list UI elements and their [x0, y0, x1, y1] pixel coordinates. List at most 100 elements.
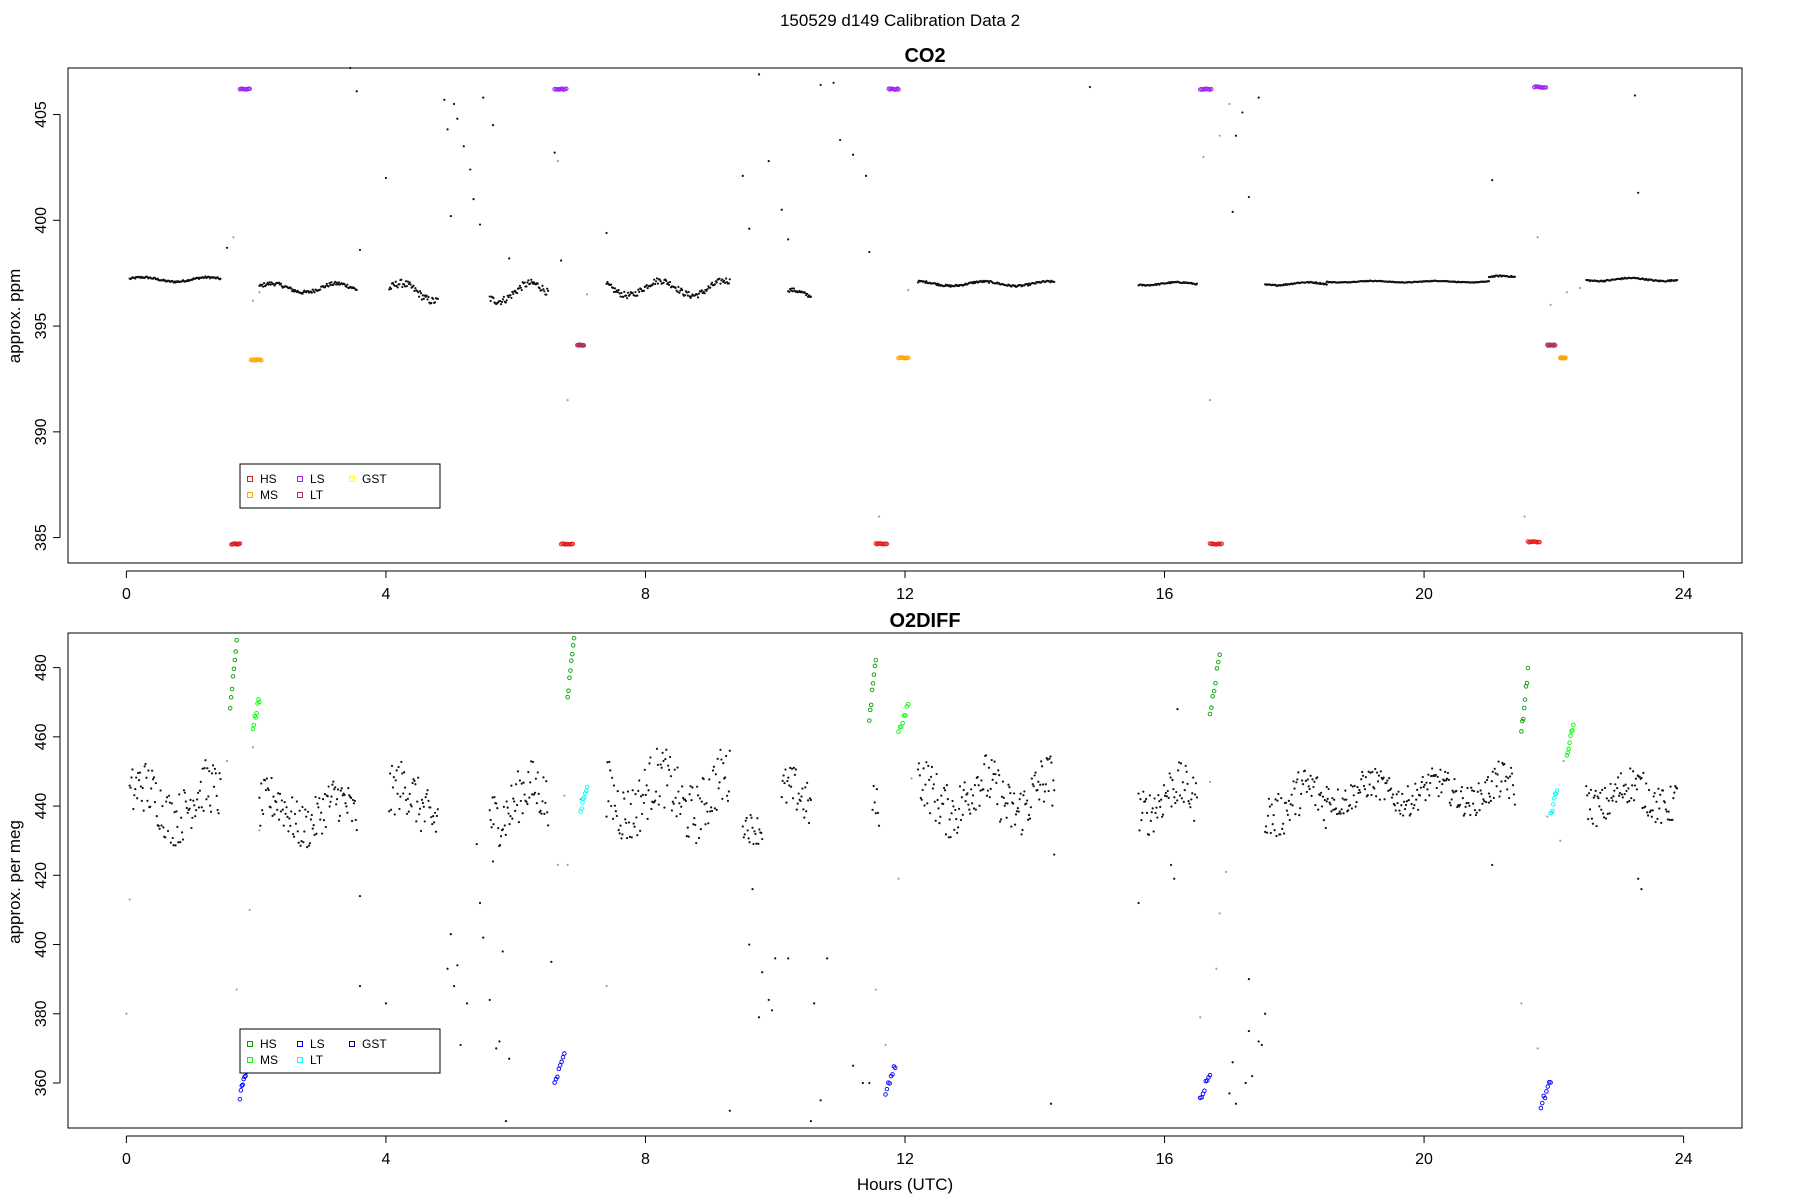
data-point: [189, 798, 192, 801]
data-point: [806, 781, 809, 784]
data-point: [1269, 831, 1272, 835]
data-point: [1323, 798, 1326, 802]
data-point: [285, 806, 288, 809]
data-point: [874, 812, 877, 815]
data-point: [208, 770, 211, 773]
data-point: [337, 819, 341, 822]
x-axis: 0 4 8 12 16 20 24: [122, 570, 1693, 603]
data-point: [544, 801, 547, 804]
calibration-point-hs: [566, 688, 571, 693]
legend-label-lt: LT: [310, 488, 324, 502]
data-point: [620, 291, 623, 295]
data-point: [719, 748, 722, 751]
data-point: [301, 805, 304, 809]
data-point: [400, 760, 403, 764]
data-point: [1489, 799, 1492, 802]
data-point: [310, 813, 313, 817]
outlier-point: [1260, 1043, 1263, 1047]
data-point: [962, 788, 965, 792]
calibration-point-ls: [560, 1054, 566, 1060]
calibration-point-lt: [582, 795, 587, 800]
data-point: [1658, 807, 1661, 810]
data-point: [1402, 814, 1405, 817]
data-point: [795, 808, 798, 811]
data-point: [1041, 783, 1045, 786]
data-point: [713, 807, 716, 810]
data-point: [329, 800, 332, 803]
data-point: [350, 819, 354, 823]
data-point: [266, 281, 269, 284]
data-point: [1325, 283, 1328, 286]
data-point: [714, 773, 717, 776]
data-point: [159, 789, 162, 792]
data-point: [394, 280, 397, 283]
data-point: [296, 830, 299, 833]
calibration-point-ls: [884, 1086, 890, 1092]
data-point: [752, 842, 755, 846]
data-point: [1140, 818, 1143, 822]
data-point: [1388, 777, 1391, 780]
data-point: [1646, 811, 1649, 814]
calibration-point-hs: [1214, 666, 1220, 671]
outlier-point: [851, 153, 855, 156]
transition-point: [1218, 134, 1221, 137]
data-point: [315, 832, 318, 835]
data-point: [1497, 760, 1500, 763]
outlier-point: [819, 83, 822, 87]
data-point: [806, 799, 810, 802]
data-point: [1185, 770, 1188, 773]
data-point: [1479, 789, 1482, 792]
data-point: [790, 287, 794, 290]
calibration-point-lt: [579, 806, 584, 811]
data-point: [654, 790, 658, 793]
data-point: [963, 781, 966, 784]
data-point: [950, 812, 953, 815]
data-point: [938, 822, 941, 825]
data-point: [1470, 786, 1473, 789]
data-point: [688, 793, 691, 796]
data-point: [1486, 776, 1490, 779]
data-point: [614, 810, 617, 813]
data-point: [696, 794, 700, 797]
y-tick-label: 385: [33, 524, 50, 551]
outlier-point: [491, 860, 495, 863]
data-point: [1469, 813, 1472, 817]
data-point: [647, 789, 650, 792]
data-point: [424, 796, 427, 799]
outlier-point: [469, 168, 472, 171]
data-point: [1493, 767, 1496, 770]
data-point: [1513, 275, 1517, 278]
data-point: [983, 763, 986, 766]
data-point: [1192, 776, 1195, 779]
data-point: [414, 783, 417, 786]
data-point: [1468, 804, 1471, 807]
calibration-point-ls: [243, 1073, 248, 1079]
data-point: [662, 759, 665, 763]
data-point: [1161, 815, 1164, 818]
data-point: [263, 779, 267, 782]
data-point: [282, 824, 285, 827]
data-point: [1472, 789, 1476, 793]
data-point: [1187, 799, 1190, 803]
data-point: [388, 810, 391, 813]
data-point: [420, 298, 424, 301]
data-point: [785, 801, 788, 804]
calibration-point-hs: [1524, 680, 1530, 686]
data-point: [1379, 770, 1382, 773]
data-point: [504, 301, 507, 304]
data-point: [1330, 810, 1333, 813]
data-point: [633, 825, 636, 828]
data-point: [302, 291, 305, 294]
data-point: [1499, 790, 1502, 793]
outlier-point: [819, 1099, 822, 1102]
data-point: [677, 790, 680, 793]
calibration-point-hs: [873, 657, 879, 663]
transition-point: [1536, 1047, 1539, 1050]
transition-point: [225, 759, 229, 763]
calibration-point-hs: [237, 541, 243, 546]
data-point: [1412, 807, 1415, 810]
data-point: [133, 794, 136, 797]
outlier-point: [832, 81, 835, 84]
data-point: [1456, 805, 1459, 809]
outlier-point: [508, 1057, 511, 1060]
